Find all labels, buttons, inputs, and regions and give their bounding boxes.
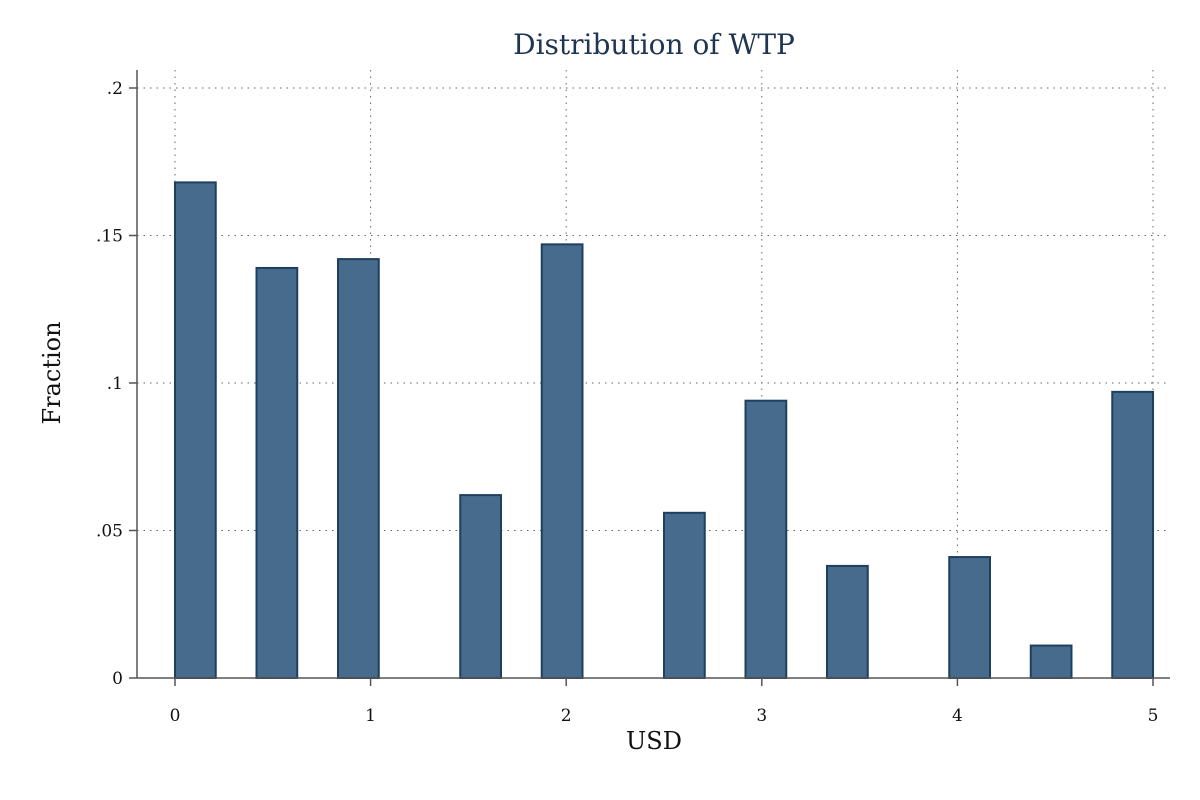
x-tick-label: 4 [952,706,963,726]
y-ticks: 0 .05 .1 .15 .2 [96,79,137,689]
x-tick-label: 0 [170,706,181,726]
histogram-bar-1 [255,266,299,679]
histogram-bar-10 [1111,390,1154,679]
y-axis-label: Fraction [38,321,66,424]
y-tick-label: .1 [107,374,123,394]
histogram-bar-5 [663,511,706,679]
histogram-bar-0 [174,181,217,679]
x-tick-label: 1 [365,706,376,726]
y-tick-label: .15 [96,227,123,247]
x-ticks: 0 1 2 3 4 5 [170,678,1159,726]
chart-title: Distribution of WTP [513,28,795,61]
x-tick-label: 3 [756,706,767,726]
histogram-bar-6 [744,399,788,679]
x-tick-label: 2 [561,706,572,726]
y-tick-label: 0 [112,669,123,689]
y-tick-label: .05 [96,522,123,542]
histogram-bar-3 [459,494,503,679]
bars [174,181,1154,680]
y-tick-label: .2 [107,79,123,99]
histogram-bar-8 [948,556,992,679]
histogram-bar-9 [1029,644,1073,679]
histogram-bar-4 [540,243,584,679]
histogram-bar-2 [336,258,380,679]
x-tick-label: 5 [1148,706,1159,726]
histogram-bar-7 [825,564,869,680]
x-axis-label: USD [626,727,682,755]
